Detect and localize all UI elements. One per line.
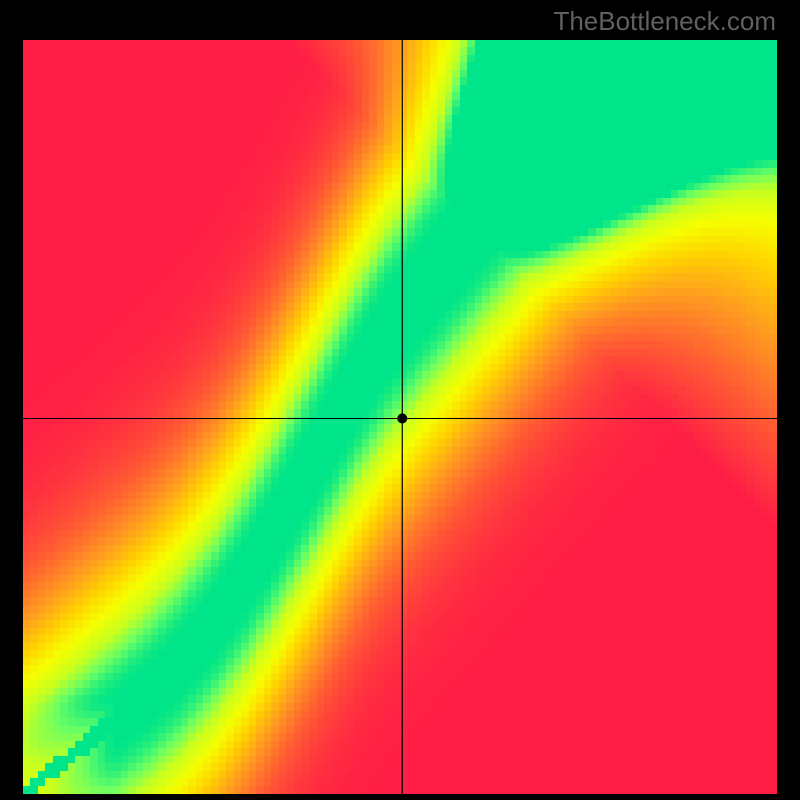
chart-container: TheBottleneck.com — [0, 0, 800, 800]
watermark-text: TheBottleneck.com — [553, 6, 776, 37]
bottleneck-heatmap — [23, 40, 777, 794]
